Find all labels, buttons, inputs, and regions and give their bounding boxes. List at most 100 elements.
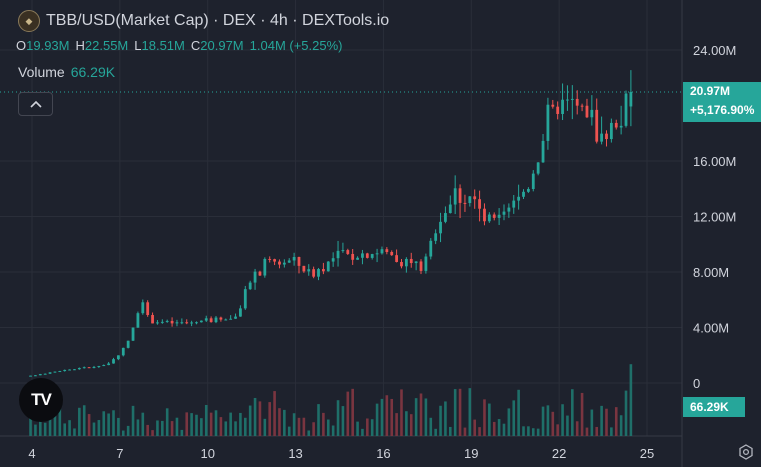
volume-bar (463, 427, 467, 436)
candle-body (126, 340, 130, 348)
candle-body (390, 252, 394, 256)
candle-body (434, 233, 438, 241)
volume-bar (121, 430, 125, 436)
y-tick-label: 16.00M (693, 154, 736, 169)
low-value: 18.51M (141, 38, 185, 53)
y-tick-label: 12.00M (693, 210, 736, 225)
candle-body (419, 261, 423, 271)
volume-bar (229, 412, 232, 436)
candle-body (551, 104, 555, 107)
candle-body (483, 208, 486, 222)
volume-bar (448, 426, 452, 436)
volume-bar (131, 405, 135, 436)
x-tick-label: 7 (116, 446, 123, 461)
candle-body (34, 375, 37, 377)
candle-body (48, 372, 52, 374)
candle-body (190, 322, 194, 324)
x-tick-label: 25 (640, 446, 654, 461)
y-tick-label: 24.00M (693, 43, 736, 58)
volume-bar (380, 398, 384, 436)
candle-body (453, 188, 457, 205)
candle-body (365, 253, 369, 258)
candle-body (570, 98, 574, 100)
chart-settings-icon[interactable] (737, 444, 755, 462)
volume-bar (34, 424, 37, 436)
volume-bar (561, 404, 564, 436)
volume-legend[interactable]: Volume 66.29K (18, 64, 115, 80)
volume-bar (405, 411, 408, 436)
volume-bar (375, 403, 379, 436)
volume-bar (566, 415, 569, 436)
candle-body (185, 322, 189, 324)
x-tick-label: 22 (552, 446, 566, 461)
chevron-up-icon (29, 100, 42, 108)
candle-body (204, 318, 208, 321)
volume-bar (180, 429, 184, 436)
candle-body (107, 363, 111, 366)
candle-body (63, 369, 67, 372)
volume-bar (317, 404, 320, 436)
volume-bar (190, 413, 193, 436)
symbol-title[interactable]: TBB/USD(Market Cap) · DEX · 4h · DEXTool… (46, 12, 390, 29)
candle-body (43, 373, 47, 375)
volume-bar (112, 410, 115, 436)
volume-bar (502, 423, 506, 436)
y-tick-label: 4.00M (693, 321, 729, 336)
candle-body (165, 320, 169, 322)
volume-bar (434, 428, 437, 436)
candle-body (321, 269, 325, 272)
chart-header: ◆ TBB/USD(Market Cap) · DEX · 4h · DEXTo… (18, 10, 389, 32)
volume-bar (590, 409, 594, 436)
volume-bar (239, 412, 242, 436)
x-tick-label: 10 (200, 446, 214, 461)
volume-bar (278, 408, 281, 436)
volume-bar (522, 426, 525, 436)
candle-body (170, 320, 174, 324)
candle-body (297, 256, 301, 266)
volume-bar (536, 428, 540, 436)
last-price-badge: 20.97M +5,176.90% (683, 82, 761, 122)
candle-body (346, 250, 350, 254)
candle-body (287, 260, 291, 263)
volume-bar (253, 397, 257, 436)
candle-body (136, 313, 140, 328)
collapse-legend-button[interactable] (18, 92, 53, 116)
volume-bar (234, 421, 237, 436)
candle-body (58, 371, 62, 373)
x-tick-label: 19 (464, 446, 478, 461)
candle-body (536, 162, 540, 174)
volume-bar (497, 419, 501, 436)
volume-bar (297, 417, 301, 436)
candle-body (29, 375, 32, 377)
volume-bar (78, 407, 81, 436)
low-label: L (134, 38, 142, 53)
candle-body (473, 196, 477, 200)
candle-body (439, 221, 442, 234)
volume-bar (263, 418, 267, 436)
volume-bar (63, 423, 67, 436)
candle-body (546, 104, 550, 141)
volume-bar (546, 405, 550, 436)
candle-body (341, 250, 345, 252)
candle-body (326, 261, 330, 272)
candle-body (468, 196, 472, 204)
candle-body (112, 359, 115, 364)
candle-body (331, 258, 335, 262)
candle-body (624, 93, 628, 126)
volume-bar (541, 406, 545, 436)
volume-bar (219, 417, 223, 436)
tradingview-logo[interactable]: TV (19, 378, 63, 422)
volume-bar (610, 427, 613, 436)
volume-bar (341, 406, 345, 436)
volume-bar (370, 419, 374, 436)
last-price-change: +5,176.90% (690, 103, 755, 117)
volume-bar (302, 417, 306, 436)
volume-bar (580, 392, 584, 436)
volume-bar (424, 398, 428, 436)
volume-bar (161, 420, 164, 436)
candle-body (282, 262, 286, 265)
volume-bar (439, 405, 442, 436)
x-tick-label: 13 (288, 446, 302, 461)
